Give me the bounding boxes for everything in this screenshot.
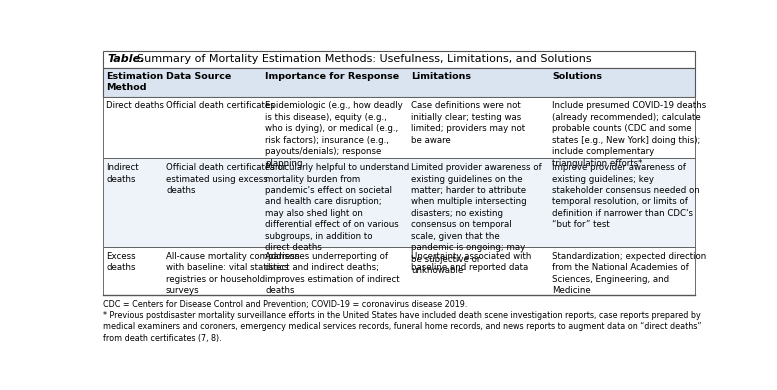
- Text: Official death certificates or
estimated using excess
deaths: Official death certificates or estimated…: [166, 163, 286, 195]
- Text: Limitations: Limitations: [412, 72, 472, 81]
- Text: Include presumed COVID-19 deaths
(already recommended); calculate
probable count: Include presumed COVID-19 deaths (alread…: [552, 101, 706, 168]
- Text: Particularly helpful to understand
mortality burden from
pandemic's effect on so: Particularly helpful to understand morta…: [265, 163, 409, 252]
- Text: Addresses underreporting of
direct and indirect deaths;
improves estimation of i: Addresses underreporting of direct and i…: [265, 252, 400, 295]
- Text: Uncertainty associated with
baseline and reported data: Uncertainty associated with baseline and…: [412, 252, 531, 272]
- Text: * Previous postdisaster mortality surveillance efforts in the United States have: * Previous postdisaster mortality survei…: [103, 311, 701, 320]
- Text: Limited provider awareness of
existing guidelines on the
matter; harder to attri: Limited provider awareness of existing g…: [412, 163, 542, 275]
- Text: from death certificates (7, 8).: from death certificates (7, 8).: [103, 333, 222, 343]
- Text: Epidemiologic (e.g., how deadly
is this disease), equity (e.g.,
who is dying), o: Epidemiologic (e.g., how deadly is this …: [265, 101, 403, 168]
- Bar: [103, 67, 695, 97]
- Text: Standardization; expected direction
from the National Academies of
Sciences, Eng: Standardization; expected direction from…: [552, 252, 706, 295]
- Bar: [103, 247, 695, 295]
- Bar: [103, 51, 695, 67]
- Bar: [103, 158, 695, 247]
- Text: Importance for Response: Importance for Response: [265, 72, 399, 81]
- Text: Official death certificates: Official death certificates: [166, 101, 275, 110]
- Text: Summary of Mortality Estimation Methods: Usefulness, Limitations, and Solutions: Summary of Mortality Estimation Methods:…: [131, 54, 592, 64]
- Text: medical examiners and coroners, emergency medical services records, funeral home: medical examiners and coroners, emergenc…: [103, 323, 702, 332]
- Text: Solutions: Solutions: [552, 72, 602, 81]
- Text: Estimation
Method: Estimation Method: [106, 72, 164, 92]
- Text: Indirect
deaths: Indirect deaths: [106, 163, 139, 184]
- Text: CDC = Centers for Disease Control and Prevention; COVID-19 = coronavirus disease: CDC = Centers for Disease Control and Pr…: [103, 300, 468, 309]
- Text: All-cause mortality comparison
with baseline: vital statistics
registries or hou: All-cause mortality comparison with base…: [166, 252, 300, 295]
- Text: Excess
deaths: Excess deaths: [106, 252, 136, 272]
- Text: Improve provider awareness of
existing guidelines; key
stakeholder consensus nee: Improve provider awareness of existing g…: [552, 163, 700, 229]
- Text: Case definitions were not
initially clear; testing was
limited; providers may no: Case definitions were not initially clea…: [412, 101, 525, 145]
- Text: Table.: Table.: [107, 54, 145, 64]
- Text: Data Source: Data Source: [166, 72, 232, 81]
- Bar: [103, 97, 695, 158]
- Text: Direct deaths: Direct deaths: [106, 101, 165, 110]
